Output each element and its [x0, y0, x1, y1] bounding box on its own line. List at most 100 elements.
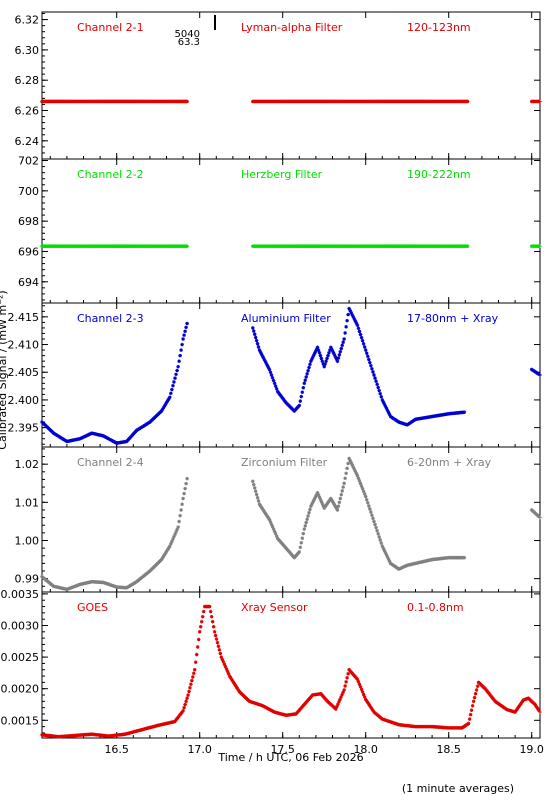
data-point — [367, 702, 371, 706]
y-tick-label: 2.415 — [8, 311, 40, 324]
data-point — [351, 315, 356, 319]
data-point — [309, 359, 313, 363]
data-point — [365, 354, 370, 359]
data-point — [224, 667, 229, 671]
data-point — [383, 550, 388, 555]
panel-1: 6.24 6.26 6.28 6.30 6.32 Channel 2-1 Lyman-alp… — [15, 11, 542, 160]
data-point — [342, 337, 346, 341]
y-tick-label: 6.26 — [15, 105, 40, 118]
y-tick-label: 2.400 — [8, 394, 40, 407]
data-point — [215, 640, 220, 645]
data-point — [329, 345, 333, 350]
data-point — [378, 391, 383, 396]
y-tick-label: 696 — [18, 245, 39, 258]
data-point — [375, 528, 379, 533]
data-point — [162, 404, 167, 408]
series-2 — [40, 244, 542, 248]
data-point — [270, 524, 275, 529]
data-point — [327, 351, 331, 355]
data-point — [348, 308, 352, 313]
data-point — [338, 496, 343, 501]
data-point — [319, 499, 324, 504]
data-point — [183, 702, 187, 707]
data-point — [164, 549, 169, 554]
data-point — [370, 707, 374, 711]
panel-2: 694 696 698 700 702 Channel 2-2 Herzberg Filte… — [18, 155, 542, 304]
band-label: 0.1-0.8nm — [407, 601, 464, 614]
filter-label: Zirconium Filter — [241, 456, 328, 469]
data-point — [163, 402, 168, 406]
data-point — [382, 402, 387, 406]
data-point — [219, 655, 224, 659]
data-point — [299, 394, 304, 399]
data-point — [297, 403, 302, 408]
data-point — [467, 717, 472, 721]
data-point — [307, 510, 311, 515]
data-point — [262, 510, 267, 514]
data-point — [473, 691, 478, 696]
data-point — [265, 363, 270, 368]
data-point — [360, 486, 365, 491]
data-point — [171, 537, 175, 541]
data-point — [373, 522, 377, 527]
data-point — [341, 485, 345, 489]
data-point — [316, 348, 321, 352]
band-label: 120-123nm — [407, 21, 471, 34]
data-point — [207, 604, 212, 609]
data-point — [180, 502, 184, 507]
x-tick-label: 19.0 — [519, 743, 544, 756]
data-point — [227, 674, 232, 678]
data-point — [182, 491, 186, 496]
data-point — [310, 502, 314, 507]
data-point — [315, 490, 320, 495]
data-point — [514, 708, 518, 713]
data-point — [185, 99, 189, 104]
data-point — [322, 364, 326, 369]
data-point — [346, 461, 350, 466]
data-point — [175, 527, 179, 532]
data-point — [159, 409, 164, 413]
data-point — [377, 388, 381, 393]
data-point — [379, 541, 384, 545]
data-point — [345, 466, 349, 471]
data-point — [186, 693, 190, 697]
data-point — [310, 357, 314, 361]
data-point — [211, 624, 216, 629]
data-point — [325, 356, 329, 361]
data-point — [375, 382, 379, 387]
data-point — [356, 476, 361, 481]
data-point — [274, 387, 279, 391]
data-point — [262, 357, 267, 362]
data-point — [306, 368, 310, 373]
data-point — [221, 660, 226, 664]
data-point — [519, 701, 524, 705]
data-point — [343, 331, 347, 335]
data-point — [199, 619, 204, 624]
data-point — [472, 695, 477, 700]
data-point — [252, 332, 257, 337]
data-point — [162, 552, 167, 557]
data-point — [348, 458, 352, 463]
data-point — [307, 365, 311, 370]
data-point — [538, 244, 542, 248]
data-point — [372, 519, 376, 524]
x-tick-label: 17.5 — [270, 743, 295, 756]
data-point — [338, 697, 342, 702]
data-point — [266, 365, 271, 370]
annotation-text: 5040 — [175, 29, 200, 40]
band-label: 190-222nm — [407, 168, 471, 181]
data-point — [515, 707, 519, 711]
data-point — [223, 664, 228, 669]
data-point — [329, 496, 333, 501]
data-point — [335, 508, 340, 512]
data-point — [377, 535, 381, 539]
data-point — [537, 514, 541, 519]
data-point — [306, 514, 310, 518]
data-point — [271, 527, 276, 531]
data-point — [303, 378, 308, 382]
data-point — [251, 482, 256, 487]
data-point — [159, 557, 164, 562]
data-point — [313, 349, 318, 354]
y-tick-label: 6.24 — [15, 135, 40, 148]
